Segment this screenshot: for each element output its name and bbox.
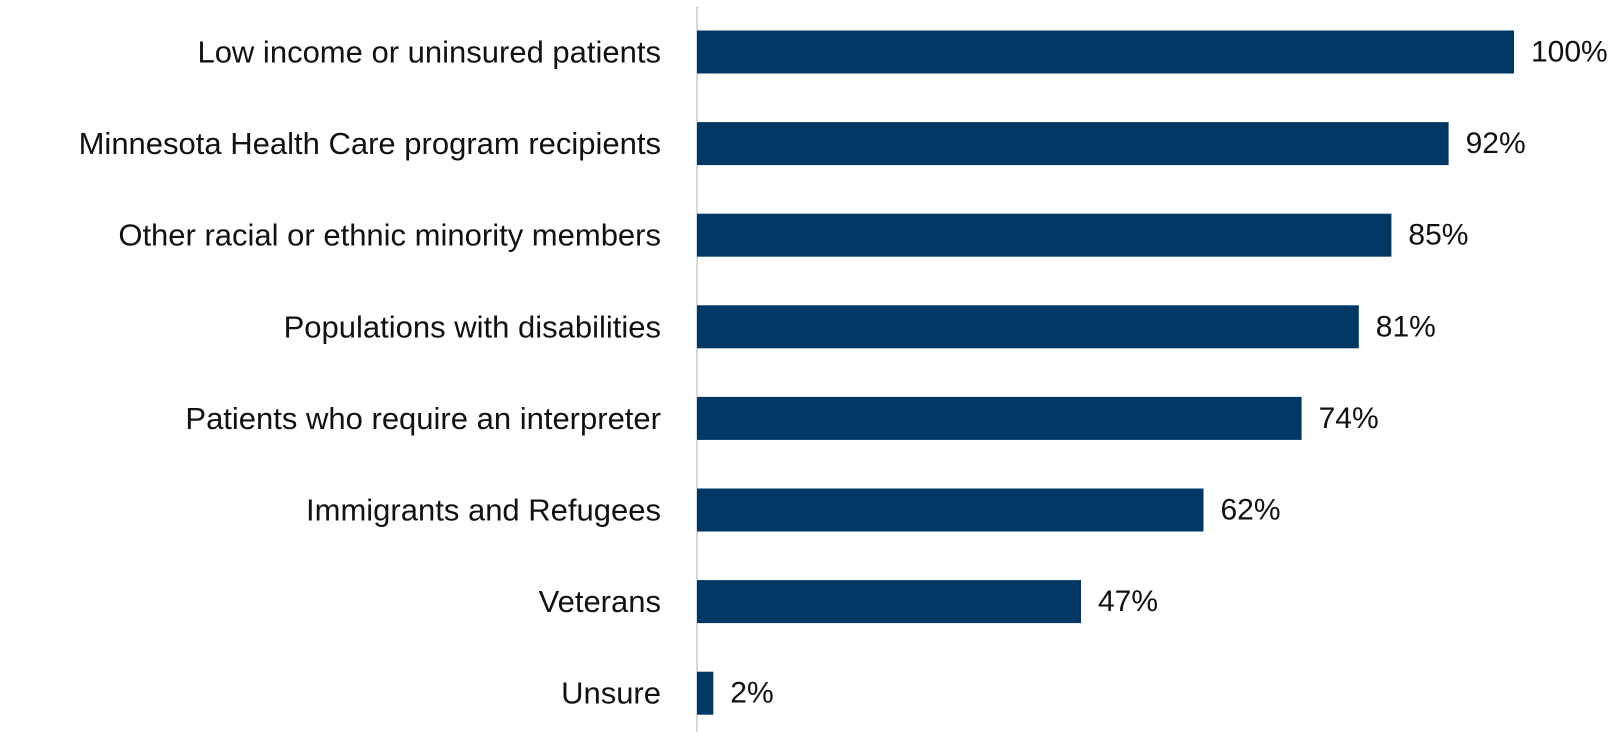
- bar-3: [697, 305, 1359, 349]
- category-label-5: Immigrants and Refugees: [306, 493, 661, 528]
- category-label-1: Minnesota Health Care program recipients: [79, 126, 661, 161]
- category-label-4: Patients who require an interpreter: [185, 401, 661, 436]
- bar-4: [697, 396, 1302, 440]
- bar-1: [697, 122, 1449, 166]
- category-label-6: Veterans: [539, 584, 661, 619]
- data-label-0: 100%: [1531, 36, 1608, 69]
- bar-0: [697, 30, 1514, 74]
- bar-7: [697, 671, 714, 715]
- bar-5: [697, 488, 1204, 532]
- category-label-2: Other racial or ethnic minority members: [118, 218, 661, 253]
- data-label-5: 62%: [1221, 494, 1281, 527]
- bar-2: [697, 213, 1392, 257]
- category-label-7: Unsure: [561, 676, 661, 711]
- bar-6: [697, 580, 1081, 624]
- data-label-3: 81%: [1376, 310, 1436, 343]
- data-label-2: 85%: [1408, 219, 1468, 252]
- category-label-0: Low income or uninsured patients: [197, 35, 661, 70]
- data-label-6: 47%: [1098, 585, 1158, 618]
- data-label-1: 92%: [1466, 127, 1526, 160]
- data-label-4: 74%: [1319, 402, 1379, 435]
- data-label-7: 2%: [730, 677, 773, 710]
- category-label-3: Populations with disabilities: [284, 309, 661, 344]
